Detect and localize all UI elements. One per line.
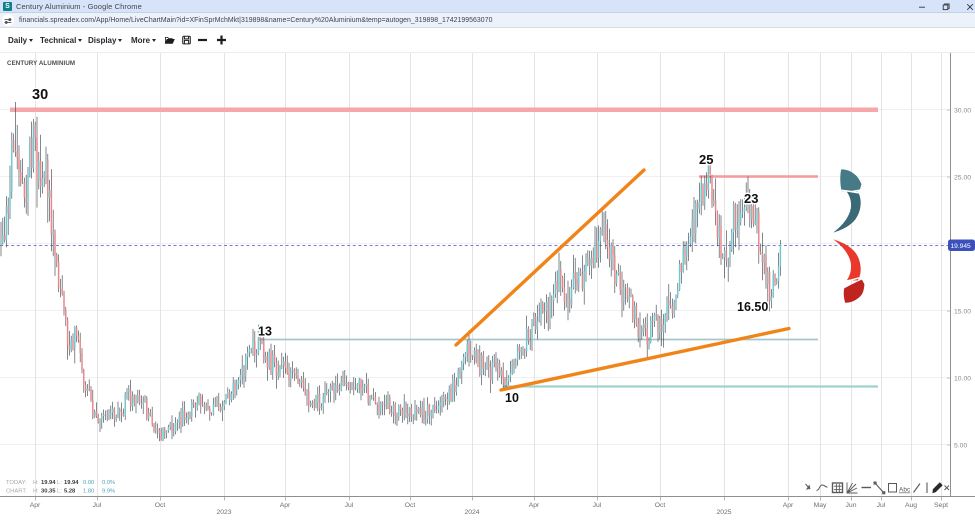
- svg-text:2024: 2024: [464, 509, 479, 516]
- svg-text:Jul: Jul: [93, 502, 102, 509]
- svg-text:10.00: 10.00: [954, 375, 971, 382]
- svg-text:CENTURY ALUMINIUM: CENTURY ALUMINIUM: [7, 60, 75, 67]
- svg-text:19.94: 19.94: [41, 480, 56, 486]
- svg-text:19.945: 19.945: [951, 243, 972, 250]
- svg-text:16.50: 16.50: [737, 300, 768, 314]
- svg-text:Apr: Apr: [529, 502, 540, 509]
- svg-text:Jun: Jun: [846, 502, 857, 509]
- svg-text:25: 25: [699, 152, 713, 167]
- svg-text:Aug: Aug: [905, 502, 917, 509]
- svg-text:Apr: Apr: [783, 502, 794, 509]
- svg-text:30.00: 30.00: [954, 107, 971, 114]
- svg-text:Oct: Oct: [155, 502, 166, 509]
- svg-text:Sept: Sept: [934, 502, 948, 509]
- svg-text:2023: 2023: [216, 509, 231, 516]
- svg-text:5.28: 5.28: [64, 489, 76, 495]
- svg-text:Jul: Jul: [345, 502, 354, 509]
- svg-text:1.80: 1.80: [83, 489, 94, 495]
- svg-text:Jul: Jul: [593, 502, 602, 509]
- svg-text:L:: L:: [57, 489, 62, 495]
- svg-text:H:: H:: [33, 489, 39, 495]
- svg-text:23: 23: [744, 191, 758, 206]
- svg-text:Oct: Oct: [655, 502, 666, 509]
- svg-text:0.0%: 0.0%: [102, 480, 115, 486]
- svg-text:TODAY:: TODAY:: [6, 480, 27, 486]
- svg-text:Abc: Abc: [899, 487, 911, 494]
- svg-text:30.35: 30.35: [41, 489, 56, 495]
- svg-text:30: 30: [32, 87, 48, 103]
- svg-text:10: 10: [505, 391, 519, 405]
- svg-text:13: 13: [258, 325, 272, 339]
- svg-text:H:: H:: [33, 480, 39, 486]
- svg-text:15.00: 15.00: [954, 308, 971, 315]
- svg-text:CHART:: CHART:: [6, 489, 27, 495]
- svg-text:May: May: [814, 502, 827, 509]
- svg-text:Apr: Apr: [280, 502, 291, 509]
- svg-text:Jul: Jul: [877, 502, 886, 509]
- svg-text:9.9%: 9.9%: [102, 489, 115, 495]
- svg-text:Oct: Oct: [405, 502, 416, 509]
- svg-text:5.00: 5.00: [954, 442, 967, 449]
- svg-text:Apr: Apr: [30, 502, 41, 509]
- svg-text:L:: L:: [57, 480, 62, 486]
- svg-text:25.00: 25.00: [954, 174, 971, 181]
- svg-text:2025: 2025: [716, 509, 731, 516]
- svg-text:0.00: 0.00: [83, 480, 94, 486]
- svg-text:19.94: 19.94: [64, 480, 79, 486]
